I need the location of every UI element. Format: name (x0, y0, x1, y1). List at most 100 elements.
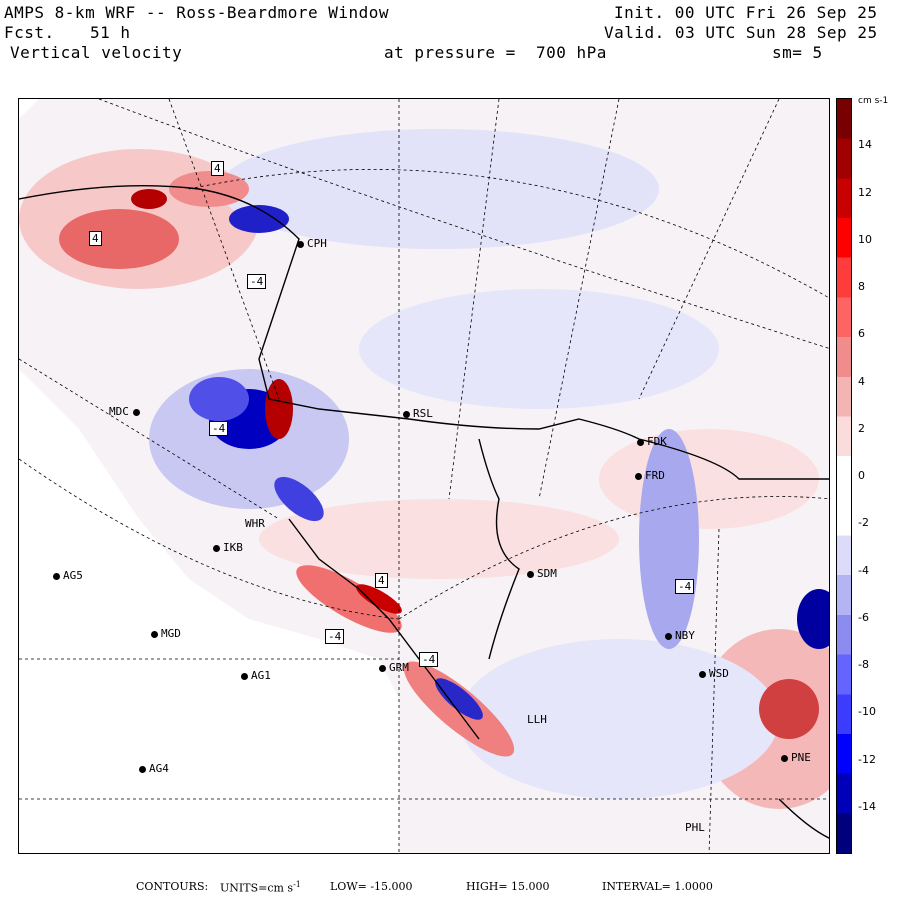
contour-box: -4 (675, 579, 695, 594)
station-label: CPH (307, 237, 327, 250)
station-label: IKB (223, 541, 243, 554)
strong-red-core (59, 209, 179, 269)
station-cph: CPH (297, 237, 327, 250)
station-label: MDC (109, 405, 129, 418)
strong-blue-core (189, 377, 249, 421)
colorbar-tick-label: 0 (858, 469, 865, 482)
colorbar-tick-label: -12 (858, 752, 876, 766)
pressure-level: at pressure = 700 hPa (384, 43, 607, 62)
station-pne: PNE (781, 751, 811, 764)
station-marker (635, 472, 642, 480)
station-marker (139, 765, 146, 773)
station-label: FRD (645, 469, 665, 482)
station-marker (527, 570, 534, 578)
strong-red-core (759, 679, 819, 739)
colorbar-tick-label: 4 (858, 374, 865, 388)
contour-box: -4 (247, 274, 267, 289)
station-phl: PHL (685, 821, 705, 834)
blue-band (274, 476, 324, 522)
station-label: AG1 (251, 669, 271, 682)
station-whr: WHR (245, 517, 265, 530)
station-sdm: SDM (527, 567, 557, 580)
colorbar-tick-label: 12 (858, 185, 872, 199)
station-marker (213, 544, 220, 552)
vertical-velocity-map: 4 4 -4 -4 4 -4 -4 -4 CPH MDC RSL FDK FRD… (18, 98, 830, 854)
station-wsd: WSD (699, 667, 729, 680)
strong-red-core (265, 379, 293, 439)
station-label: AG4 (149, 762, 169, 775)
station-marker (665, 632, 672, 640)
station-label: FDK (647, 435, 667, 448)
colorbar (836, 98, 852, 854)
init-time: Init. 00 UTC Fri 26 Sep 25 (614, 3, 878, 22)
station-nby: NBY (665, 629, 695, 642)
contour-box: 4 (375, 573, 388, 588)
valid-time: Valid. 03 UTC Sun 28 Sep 25 (604, 23, 878, 42)
colorbar-tick-label: 2 (858, 421, 865, 435)
map-canvas (19, 99, 829, 853)
strong-blue-core (435, 678, 483, 720)
station-label: AG5 (63, 569, 83, 582)
station-marker (132, 408, 140, 416)
graticule (19, 99, 829, 853)
station-marker (297, 240, 304, 248)
forecast-label: Fcst. (4, 23, 55, 42)
station-label: PHL (685, 821, 705, 834)
station-label: PNE (791, 751, 811, 764)
blue-patch (359, 289, 719, 409)
station-ag1: AG1 (241, 669, 271, 682)
footer-interval: INTERVAL= 1.0000 (602, 880, 713, 893)
station-frd: FRD (635, 469, 665, 482)
station-llh: LLH (527, 713, 547, 726)
map-title: AMPS 8-km WRF -- Ross-Beardmore Window (4, 3, 390, 22)
no-data-region-2 (19, 99, 39, 119)
colorbar-tick-label: -14 (858, 799, 876, 813)
strong-blue-core (229, 205, 289, 233)
blue-patch (459, 639, 779, 799)
station-label: RSL (413, 407, 433, 420)
strong-red-core (131, 189, 167, 209)
strong-red-core (356, 584, 402, 614)
footer-high: HIGH= 15.000 (466, 880, 550, 893)
colorbar-tick-label: -8 (858, 658, 869, 671)
station-ag4: AG4 (139, 762, 169, 775)
forecast-hour: 51 h (90, 23, 131, 42)
footer-units-sup: -1 (293, 880, 301, 889)
station-label: WHR (245, 517, 265, 530)
station-label: NBY (675, 629, 695, 642)
strong-red-core (169, 171, 249, 207)
colorbar-tick-label: 14 (858, 138, 872, 152)
station-marker (379, 664, 386, 672)
station-marker (241, 672, 248, 680)
footer-units-label: UNITS=cm s (220, 881, 294, 895)
footer-low: LOW= -15.000 (330, 880, 413, 893)
strong-blue-core (797, 589, 829, 649)
station-marker (151, 630, 158, 638)
footer-units: UNITS=cm s-1 (220, 880, 301, 895)
contour-box: -4 (209, 421, 229, 436)
station-marker (699, 670, 706, 678)
station-fdk: FDK (637, 435, 667, 448)
station-mgd: MGD (151, 627, 181, 640)
station-label: LLH (527, 713, 547, 726)
colorbar-tick-label: 6 (858, 327, 865, 341)
colorbar-tick-label: -6 (858, 610, 869, 624)
station-marker (403, 410, 410, 418)
contour-box: 4 (89, 231, 102, 246)
station-label: MGD (161, 627, 181, 640)
station-ikb: IKB (213, 541, 243, 554)
pink-patch (259, 499, 619, 579)
contour-box: -4 (325, 629, 345, 644)
colorbar-tick-label: -4 (858, 563, 869, 577)
blue-patch (639, 429, 699, 649)
colorbar-tick-label: 8 (858, 280, 865, 293)
no-data-region (19, 369, 399, 853)
smoothing: sm= 5 (772, 43, 823, 62)
contour-box: 4 (211, 161, 224, 176)
blue-patch (219, 129, 659, 249)
colorbar-tick-label: -2 (858, 516, 869, 530)
coastline (19, 184, 829, 839)
station-label: WSD (709, 667, 729, 680)
contour-box: -4 (419, 652, 439, 667)
station-ag5: AG5 (53, 569, 83, 582)
